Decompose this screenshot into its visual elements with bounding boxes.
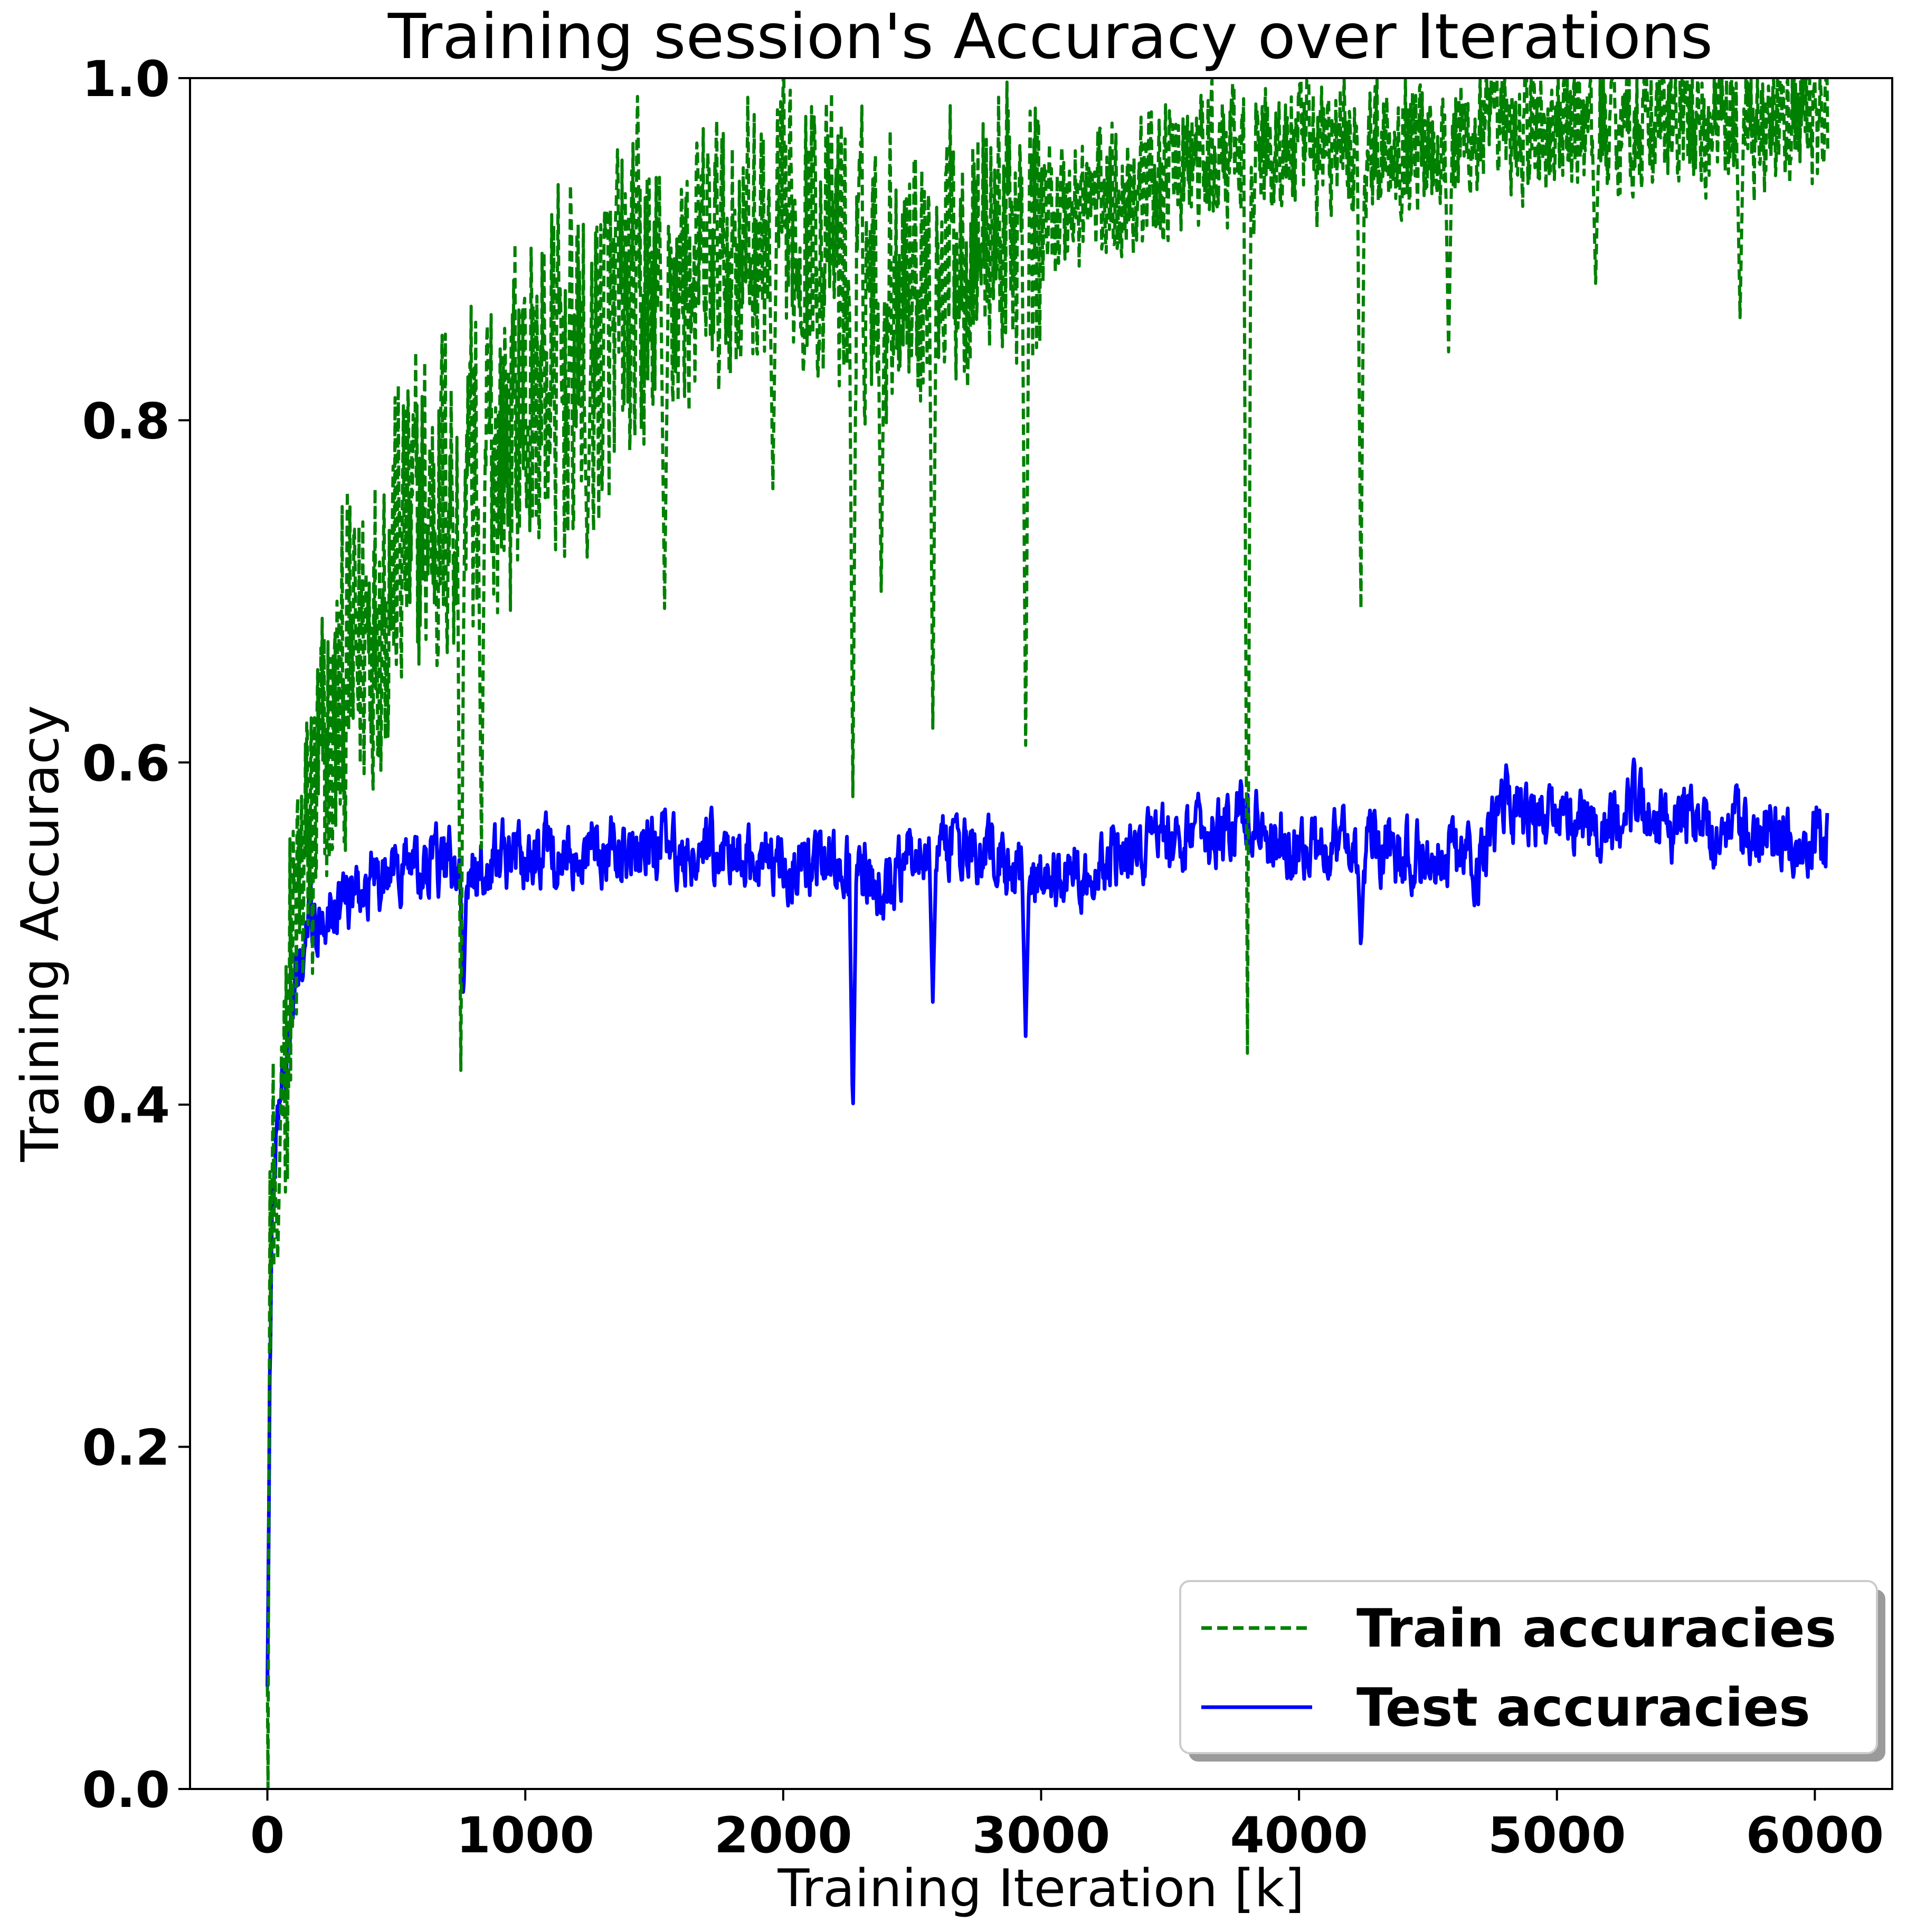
y-axis-ticks: 0.0 0.2 0.4 0.6 0.8 1.0: [82, 51, 190, 1819]
legend-test-label: Test accuracies: [1356, 1677, 1810, 1738]
x-tick-label: 4000: [1230, 1807, 1368, 1864]
chart-title: Training session's Accuracy over Iterati…: [387, 0, 1713, 73]
y-tick-label: 0.6: [82, 735, 170, 793]
x-tick-label: 1000: [456, 1807, 594, 1864]
plot-area: [265, 78, 1829, 1789]
x-axis-ticks: 0 1000 2000 3000 4000 5000 6000: [250, 1789, 1884, 1864]
x-tick-label: 6000: [1746, 1807, 1884, 1864]
legend: Train accuracies Test accuracies: [1179, 1580, 1885, 1762]
y-tick-label: 1.0: [82, 51, 170, 108]
y-tick-label: 0.8: [82, 393, 170, 450]
y-tick-label: 0.2: [82, 1420, 170, 1477]
test-accuracy-line: [265, 757, 1829, 1687]
x-tick-label: 0: [250, 1807, 284, 1864]
y-axis-label: Training Accuracy: [11, 705, 71, 1162]
x-axis-label: Training Iteration [k]: [777, 1859, 1305, 1919]
x-tick-label: 3000: [972, 1807, 1111, 1864]
legend-train-label: Train accuracies: [1356, 1597, 1836, 1659]
x-tick-label: 5000: [1488, 1807, 1626, 1864]
legend-box: [1179, 1580, 1878, 1754]
y-tick-label: 0.0: [82, 1762, 170, 1819]
train-accuracy-line: [265, 78, 1829, 1789]
x-tick-label: 2000: [714, 1807, 852, 1864]
y-tick-label: 0.4: [82, 1077, 170, 1135]
